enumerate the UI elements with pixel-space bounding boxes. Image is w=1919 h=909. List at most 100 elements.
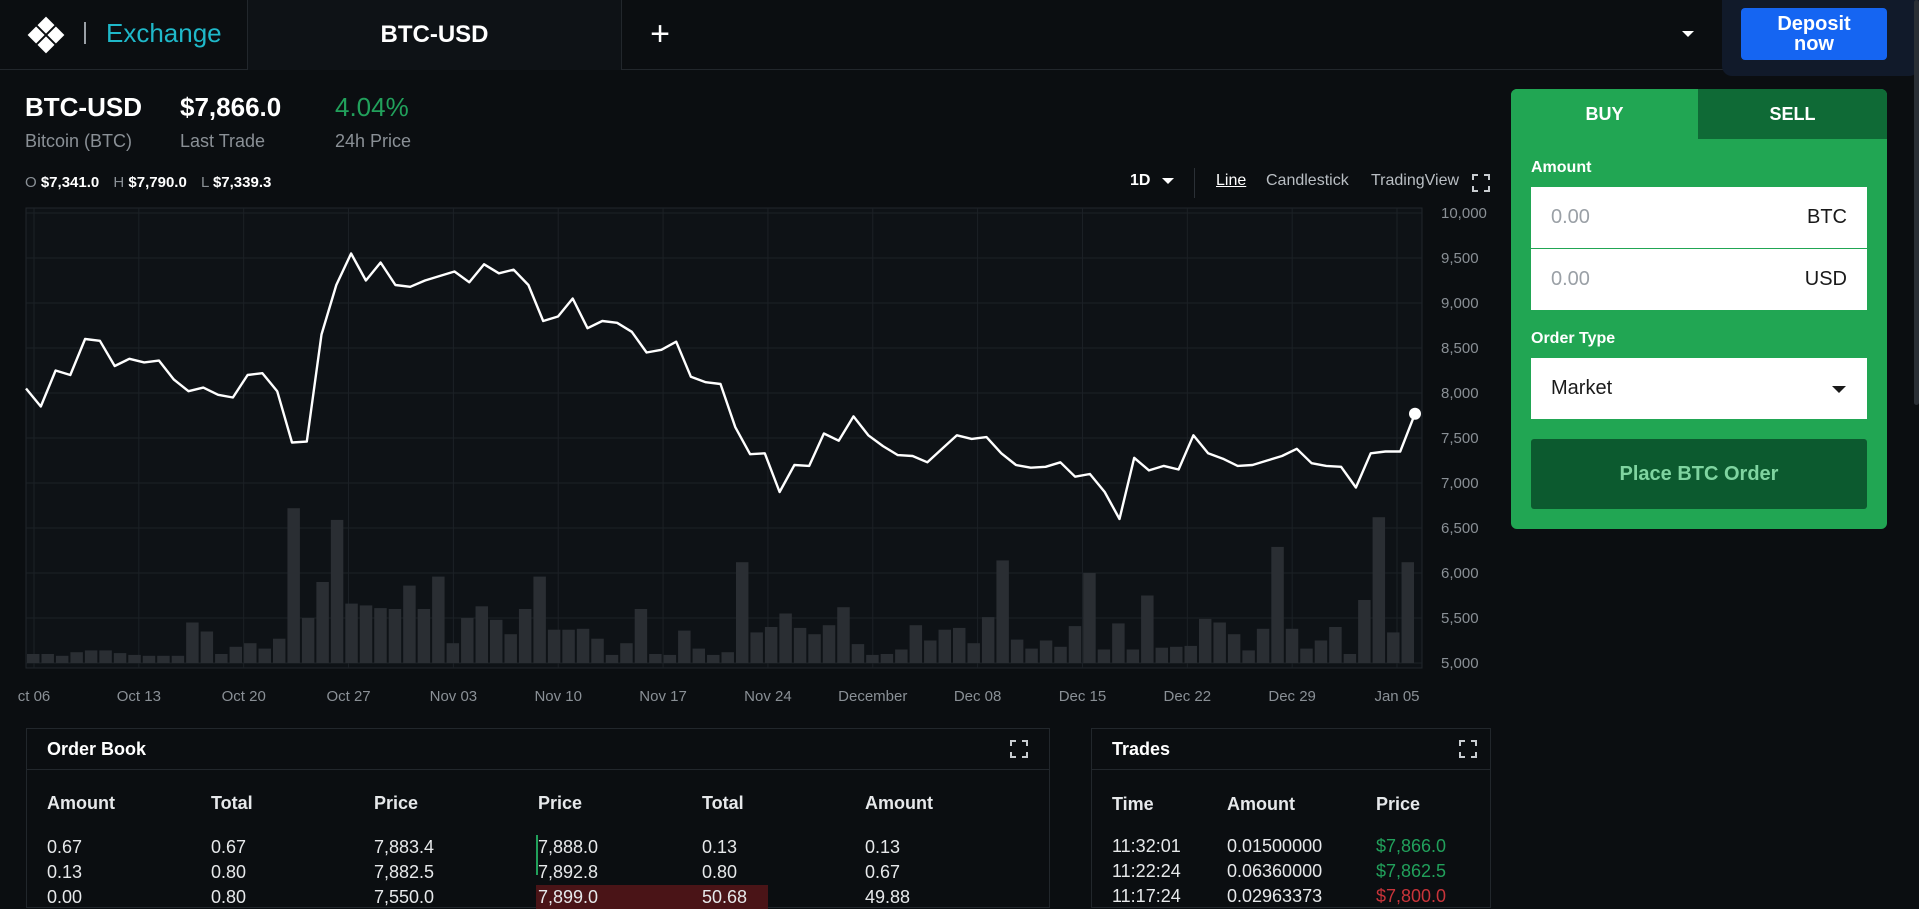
chevron-down-icon[interactable] bbox=[1680, 26, 1696, 42]
tab-btc-usd[interactable]: BTC-USD bbox=[247, 0, 622, 70]
volume-bar bbox=[779, 613, 792, 663]
sell-tab[interactable]: SELL bbox=[1698, 89, 1887, 139]
volume-bar bbox=[924, 640, 937, 663]
fullscreen-chart-icon[interactable] bbox=[1471, 173, 1491, 193]
trade-amount: 0.02963373 bbox=[1227, 886, 1323, 906]
buy-tab[interactable]: BUY bbox=[1511, 89, 1698, 139]
ask-total: 50.68 bbox=[702, 887, 748, 907]
x-tick-label: Oct 20 bbox=[222, 688, 266, 705]
order-type-label: Order Type bbox=[1531, 330, 1616, 347]
volume-bar bbox=[316, 582, 329, 663]
ask-price: 7,888.0 bbox=[538, 837, 599, 857]
trade-amount: 0.06360000 bbox=[1227, 861, 1323, 881]
volume-bar bbox=[1184, 645, 1197, 663]
trade-time: 11:17:24 bbox=[1112, 886, 1181, 906]
btc-amount-field[interactable]: 0.00 BTC bbox=[1531, 187, 1867, 248]
chart-type-tradingview[interactable]: TradingView bbox=[1371, 172, 1460, 189]
order-type-select[interactable]: Market bbox=[1531, 358, 1867, 419]
last-trade-value: $7,866.0 bbox=[180, 92, 282, 122]
trade-time: 11:32:01 bbox=[1112, 836, 1181, 856]
volume-bar bbox=[1242, 650, 1255, 663]
panel-divider bbox=[27, 769, 1049, 770]
trade-price: $7,862.5 bbox=[1376, 861, 1447, 881]
price-chart[interactable]: 10,000 9,500 9,000 8,500 8,000 7,500 7,000 6,50… bbox=[0, 200, 1500, 720]
volume-bar bbox=[1039, 640, 1053, 663]
volume-bar bbox=[200, 631, 214, 663]
ask-price: 7,892.8 bbox=[538, 862, 599, 882]
volume-bar bbox=[1329, 627, 1342, 663]
volume-bar bbox=[1170, 646, 1183, 663]
volume-bar bbox=[186, 622, 199, 663]
volume-bar bbox=[272, 638, 286, 663]
x-tick-label: Jan 05 bbox=[1374, 688, 1419, 705]
volume-bar bbox=[620, 643, 633, 663]
volume-bar bbox=[27, 654, 40, 663]
high-label: H bbox=[113, 174, 125, 191]
order-form: BUY SELL Amount 0.00 BTC 0.00 USD Order … bbox=[1511, 89, 1887, 529]
volume-bar bbox=[576, 628, 590, 663]
volume-bar bbox=[518, 609, 532, 663]
volume-bar bbox=[84, 650, 98, 663]
volume-bar bbox=[142, 655, 156, 663]
bid-header-total: Total bbox=[211, 793, 253, 813]
volume-bar bbox=[837, 607, 850, 663]
exchange-logo-icon[interactable] bbox=[26, 15, 66, 55]
y-tick-label: 5,500 bbox=[1441, 610, 1479, 627]
volume-bar bbox=[70, 652, 83, 663]
order-book-title: Order Book bbox=[47, 739, 147, 759]
volume-bar bbox=[403, 585, 416, 663]
bid-price: 7,882.5 bbox=[374, 862, 435, 882]
trade-price: $7,800.0 bbox=[1376, 886, 1447, 906]
fullscreen-trades-icon[interactable] bbox=[1458, 739, 1478, 759]
open-label: O bbox=[25, 174, 37, 191]
volume-bar bbox=[1213, 622, 1226, 663]
volume-bar bbox=[301, 618, 315, 663]
order-book-panel: Order Book Amount Total Price Price Tota… bbox=[26, 728, 1050, 909]
volume-bar bbox=[1314, 640, 1328, 663]
ask-total: 0.13 bbox=[702, 837, 738, 857]
ask-header-price: Price bbox=[538, 793, 583, 813]
place-order-button[interactable]: Place BTC Order bbox=[1531, 439, 1867, 509]
volume-bar bbox=[1256, 628, 1270, 663]
trades-title: Trades bbox=[1112, 739, 1171, 759]
volume-bar bbox=[215, 654, 228, 663]
volume-bar bbox=[345, 603, 358, 663]
volume-bar bbox=[735, 562, 749, 663]
chart-type-candlestick[interactable]: Candlestick bbox=[1266, 172, 1349, 189]
usd-amount-field[interactable]: 0.00 USD bbox=[1531, 249, 1867, 310]
x-tick-label: Nov 10 bbox=[534, 688, 582, 705]
last-trade-label: Last Trade bbox=[180, 131, 266, 151]
low-value: $7,339.3 bbox=[212, 174, 272, 191]
trades-header-amount: Amount bbox=[1227, 794, 1295, 814]
volume-bar bbox=[446, 643, 460, 663]
bid-price: 7,883.4 bbox=[374, 837, 435, 857]
bid-total: 0.80 bbox=[211, 887, 247, 907]
timeframe-select[interactable]: 1D bbox=[1130, 172, 1175, 190]
volume-bar bbox=[909, 625, 923, 663]
trade-amount: 0.01500000 bbox=[1227, 836, 1323, 856]
brand-name[interactable]: Exchange bbox=[106, 18, 222, 48]
volume-bar bbox=[244, 643, 257, 663]
volume-bar bbox=[1285, 628, 1299, 663]
add-tab-button[interactable]: + bbox=[650, 15, 670, 53]
volume-bar bbox=[417, 609, 431, 663]
y-tick-label: 8,500 bbox=[1441, 340, 1479, 357]
controls-divider bbox=[1194, 168, 1195, 198]
volume-bar bbox=[1387, 632, 1400, 663]
ask-total: 0.80 bbox=[702, 862, 738, 882]
chart-type-line[interactable]: Line bbox=[1216, 172, 1247, 189]
volume-bar bbox=[562, 629, 575, 663]
x-tick-label: Nov 03 bbox=[430, 688, 478, 705]
volume-bar bbox=[1155, 647, 1169, 663]
volume-bar bbox=[967, 643, 980, 663]
y-tick-label: 5,000 bbox=[1441, 655, 1479, 672]
page-scrollbar[interactable] bbox=[1914, 0, 1919, 405]
volume-bar bbox=[1358, 600, 1371, 663]
fullscreen-order-book-icon[interactable] bbox=[1009, 739, 1029, 759]
deposit-now-button[interactable]: Deposit now bbox=[1741, 8, 1887, 60]
high-value: $7,790.0 bbox=[128, 174, 187, 191]
bid-header-amount: Amount bbox=[47, 793, 115, 813]
low-label: L bbox=[200, 174, 209, 191]
volume-bar bbox=[721, 652, 734, 663]
trades-header-time: Time bbox=[1112, 794, 1154, 814]
